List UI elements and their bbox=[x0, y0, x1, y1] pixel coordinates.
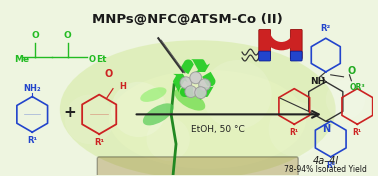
Ellipse shape bbox=[140, 87, 166, 102]
Text: O: O bbox=[88, 55, 95, 64]
Text: NH: NH bbox=[310, 77, 325, 86]
FancyBboxPatch shape bbox=[97, 157, 298, 176]
FancyBboxPatch shape bbox=[259, 51, 271, 61]
Text: Et: Et bbox=[96, 55, 107, 64]
Circle shape bbox=[195, 87, 207, 99]
Text: ♻: ♻ bbox=[167, 56, 219, 113]
Circle shape bbox=[269, 102, 324, 157]
FancyBboxPatch shape bbox=[290, 51, 302, 61]
Circle shape bbox=[199, 79, 211, 91]
FancyBboxPatch shape bbox=[290, 29, 302, 59]
Text: MNPs@NFC@ATSM-Co (II): MNPs@NFC@ATSM-Co (II) bbox=[91, 12, 282, 26]
Circle shape bbox=[65, 95, 114, 144]
Text: O: O bbox=[347, 66, 356, 76]
Text: R¹: R¹ bbox=[353, 128, 362, 137]
Text: OR³: OR³ bbox=[349, 83, 365, 92]
Text: O: O bbox=[31, 31, 39, 40]
Text: Me: Me bbox=[14, 55, 29, 64]
Ellipse shape bbox=[109, 70, 306, 169]
Circle shape bbox=[180, 77, 192, 89]
Ellipse shape bbox=[143, 103, 174, 125]
Circle shape bbox=[147, 117, 190, 161]
Circle shape bbox=[203, 60, 272, 129]
FancyBboxPatch shape bbox=[259, 29, 271, 59]
Text: NH₂: NH₂ bbox=[23, 84, 41, 93]
Circle shape bbox=[326, 80, 365, 119]
Circle shape bbox=[111, 82, 166, 137]
Text: H: H bbox=[119, 82, 126, 91]
Ellipse shape bbox=[60, 40, 336, 176]
Text: N: N bbox=[322, 124, 330, 134]
Text: R²: R² bbox=[321, 24, 331, 33]
Circle shape bbox=[190, 72, 201, 84]
Ellipse shape bbox=[174, 89, 205, 111]
Text: EtOH, 50 °C: EtOH, 50 °C bbox=[191, 125, 244, 134]
Text: R¹: R¹ bbox=[290, 128, 299, 137]
Text: 4a–4l: 4a–4l bbox=[313, 156, 339, 166]
Text: +: + bbox=[63, 105, 76, 120]
Text: O: O bbox=[64, 31, 71, 40]
Text: R²: R² bbox=[326, 161, 335, 170]
Text: R¹: R¹ bbox=[94, 138, 104, 147]
Text: R¹: R¹ bbox=[27, 136, 37, 145]
Circle shape bbox=[185, 86, 197, 98]
Text: 78-94% Isolated Yield: 78-94% Isolated Yield bbox=[284, 165, 367, 174]
Text: O: O bbox=[105, 69, 113, 79]
